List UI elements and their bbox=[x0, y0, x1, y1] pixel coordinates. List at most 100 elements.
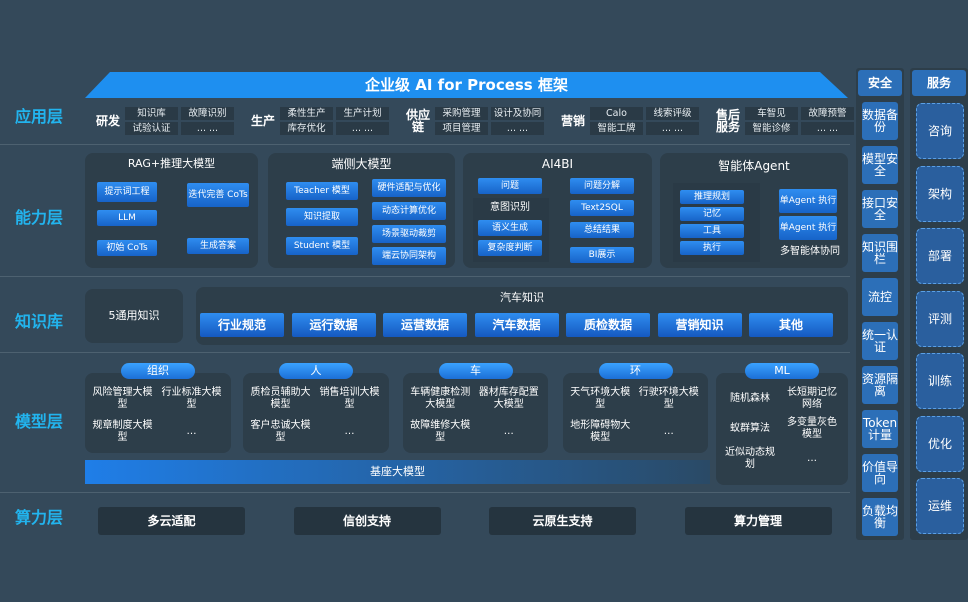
rag-node: 初始 CoTs bbox=[97, 240, 157, 256]
security-item: 接口安全 bbox=[862, 190, 898, 228]
service-item: 评测 bbox=[916, 290, 964, 347]
model-tag: 环 bbox=[598, 363, 673, 379]
app-group-name: 生产 bbox=[250, 114, 275, 128]
knowledge-item: 运行数据 bbox=[291, 313, 376, 337]
model-item: 车辆健康检测大模型 bbox=[410, 387, 471, 410]
base-model: 基座大模型 bbox=[85, 460, 710, 484]
app-group-name: 营销 bbox=[560, 114, 585, 128]
model-tag: ML bbox=[745, 363, 819, 379]
app-item: 柔性生产 bbox=[280, 107, 333, 120]
service-item: 优化 bbox=[916, 415, 964, 472]
separator bbox=[0, 144, 850, 145]
app-item: 生产计划 bbox=[336, 107, 389, 120]
app-item: 设计及协同 bbox=[491, 107, 544, 120]
app-group-name: 研发 bbox=[95, 114, 120, 128]
service-item: 运维 bbox=[916, 478, 964, 534]
model-panel bbox=[243, 373, 389, 453]
security-item: 统一认证 bbox=[862, 322, 898, 360]
app-item: 知识库 bbox=[125, 107, 178, 120]
ai4bi-left-node: 复杂度判断 bbox=[478, 240, 542, 256]
ai4bi-left-node: 语义生成 bbox=[478, 220, 542, 236]
app-item: ... ... bbox=[336, 122, 389, 135]
app-item: ... ... bbox=[646, 122, 699, 135]
compute-item: 多云适配 bbox=[98, 507, 245, 535]
app-item: ... ... bbox=[491, 122, 544, 135]
model-tag: 车 bbox=[438, 363, 513, 379]
model-item: 器材库存配置大模型 bbox=[478, 387, 539, 410]
rag-node: 迭代完善 CoTs bbox=[187, 183, 249, 207]
separator bbox=[0, 276, 850, 277]
rag-node: 提示词工程 bbox=[97, 182, 157, 202]
app-item: Calo bbox=[590, 107, 643, 120]
model-item: 规章制度大模型 bbox=[92, 420, 153, 443]
ai4bi-left-node: 意图识别 bbox=[490, 202, 530, 213]
security-item: 资源隔离 bbox=[862, 366, 898, 404]
rag-node: 生成答案 bbox=[187, 238, 249, 254]
security-item: 模型安全 bbox=[862, 146, 898, 184]
model-item: 故障维修大模型 bbox=[410, 420, 471, 443]
app-item: 故障预警 bbox=[801, 107, 854, 120]
auto-knowledge-title: 汽车知识 bbox=[500, 291, 544, 304]
edge-right-node: 动态计算优化 bbox=[372, 202, 446, 220]
model-item: … bbox=[344, 426, 355, 437]
security-item: 价值导向 bbox=[862, 454, 898, 492]
layer-label: 应用层 bbox=[14, 107, 63, 126]
compute-item: 云原生支持 bbox=[489, 507, 636, 535]
model-item: 地形障碍物大模型 bbox=[570, 420, 631, 443]
service-item: 部署 bbox=[916, 228, 964, 284]
edge-left-node: Teacher 模型 bbox=[286, 182, 358, 200]
model-item: … bbox=[663, 426, 674, 437]
edge-right-node: 端云协同架构 bbox=[372, 247, 446, 265]
title-banner bbox=[85, 72, 848, 98]
model-panel bbox=[85, 373, 231, 453]
security-item: Token计量 bbox=[862, 410, 898, 448]
edge-left-node: Student 模型 bbox=[286, 237, 358, 255]
separator bbox=[0, 352, 850, 353]
app-item: 智能诊修 bbox=[745, 122, 798, 135]
app-item: 智能工牌 bbox=[590, 122, 643, 135]
knowledge-item: 质检数据 bbox=[566, 313, 650, 337]
model-item: 客户忠诚大模型 bbox=[250, 420, 311, 443]
service-item: 架构 bbox=[916, 165, 964, 222]
model-item: 近似动态规划 bbox=[725, 447, 775, 470]
model-item: 行业标准大模型 bbox=[161, 387, 222, 410]
layer-label: 模型层 bbox=[14, 412, 63, 431]
security-title: 安全 bbox=[858, 70, 902, 96]
model-item: … bbox=[186, 426, 197, 437]
app-item: 采购管理 bbox=[435, 107, 488, 120]
app-group-name: 售后服务 bbox=[715, 108, 740, 134]
app-item: ... ... bbox=[801, 122, 854, 135]
edge-right-node: 场景驱动裁剪 bbox=[372, 225, 446, 243]
panel-title: RAG+推理大模型 bbox=[127, 157, 216, 170]
knowledge-item: 运营数据 bbox=[383, 313, 467, 337]
model-item: 多变量灰色模型 bbox=[787, 417, 837, 440]
agent-item: 执行 bbox=[680, 241, 744, 255]
rag-node: LLM bbox=[97, 210, 157, 226]
model-tag: 人 bbox=[279, 363, 353, 379]
model-panel bbox=[403, 373, 548, 453]
ai4bi-right-node: BI展示 bbox=[570, 247, 634, 263]
ai4bi-right-node: 问题分解 bbox=[570, 178, 634, 194]
agent-item: 记忆 bbox=[680, 207, 744, 221]
model-panel bbox=[716, 373, 848, 485]
app-item: 线索评级 bbox=[646, 107, 699, 120]
layer-label: 能力层 bbox=[14, 208, 63, 227]
model-item: 风险管理大模型 bbox=[92, 387, 153, 410]
service-title: 服务 bbox=[912, 70, 966, 96]
security-item: 流控 bbox=[862, 278, 898, 316]
model-item: 天气环境大模型 bbox=[570, 387, 631, 410]
knowledge-item: 行业规范 bbox=[200, 313, 284, 337]
agent-caption: 多智能体协同 bbox=[780, 246, 840, 257]
model-item: … bbox=[807, 453, 817, 464]
edge-right-node: 硬件适配与优化 bbox=[372, 179, 446, 197]
model-tag: 组织 bbox=[121, 363, 195, 379]
model-item: 行驶环境大模型 bbox=[638, 387, 699, 410]
app-item: 故障识别 bbox=[181, 107, 234, 120]
knowledge-item: 汽车数据 bbox=[474, 313, 559, 337]
model-item: 质检员辅助大模型 bbox=[250, 387, 311, 410]
app-group-name: 供应链 bbox=[405, 108, 430, 134]
agent-node: 单Agent 执行 bbox=[779, 216, 837, 240]
app-item: 车智见 bbox=[745, 107, 798, 120]
app-item: 项目管理 bbox=[435, 122, 488, 135]
security-item: 知识围栏 bbox=[862, 234, 898, 272]
